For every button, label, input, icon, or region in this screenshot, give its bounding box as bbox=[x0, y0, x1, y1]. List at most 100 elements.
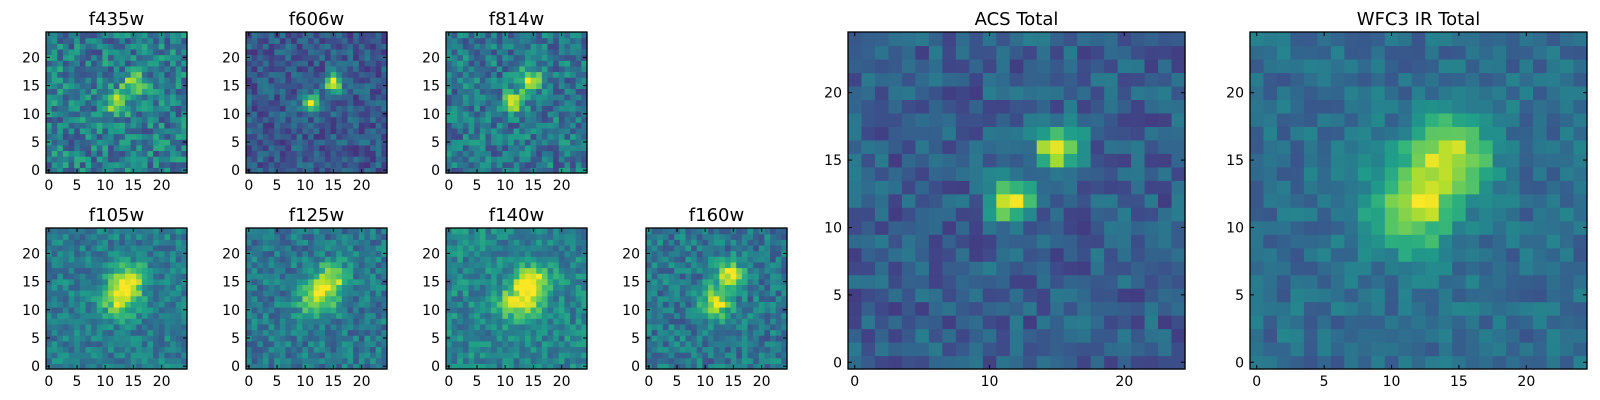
pixel bbox=[341, 82, 349, 89]
pixel bbox=[102, 352, 109, 359]
pixel bbox=[513, 116, 520, 123]
pixel bbox=[496, 244, 503, 252]
pixel bbox=[85, 122, 92, 129]
pixel bbox=[524, 346, 532, 353]
pixel bbox=[364, 144, 371, 152]
pixel bbox=[62, 99, 70, 106]
pixel bbox=[674, 318, 681, 325]
pixel bbox=[79, 295, 87, 302]
pixel bbox=[575, 54, 582, 61]
pixel bbox=[158, 290, 166, 297]
pixel bbox=[336, 82, 343, 89]
pixel bbox=[462, 261, 470, 269]
pixel bbox=[130, 352, 137, 359]
pixel bbox=[915, 166, 930, 181]
pixel bbox=[158, 48, 166, 56]
pixel bbox=[679, 312, 687, 319]
pixel bbox=[547, 82, 554, 89]
pixel bbox=[861, 247, 876, 262]
pixel bbox=[457, 329, 464, 336]
pixel bbox=[901, 153, 916, 168]
pixel bbox=[257, 267, 264, 274]
pixel bbox=[74, 352, 81, 359]
pixel bbox=[553, 306, 560, 314]
pixel bbox=[141, 312, 149, 319]
pixel bbox=[136, 261, 143, 269]
pixel bbox=[730, 301, 737, 308]
pixel bbox=[164, 71, 171, 78]
pixel bbox=[969, 247, 984, 262]
pixel bbox=[296, 88, 303, 95]
pixel bbox=[158, 54, 166, 61]
pixel bbox=[341, 228, 349, 235]
pixel bbox=[324, 295, 332, 302]
pixel bbox=[102, 110, 109, 118]
pixel bbox=[74, 156, 81, 163]
pixel bbox=[347, 239, 354, 246]
pixel bbox=[291, 99, 298, 106]
pixel bbox=[679, 295, 687, 302]
pixel bbox=[575, 301, 582, 308]
pixel bbox=[541, 239, 549, 246]
pixel bbox=[519, 278, 526, 285]
pixel bbox=[285, 261, 292, 269]
pixel bbox=[141, 256, 149, 263]
pixel bbox=[96, 116, 103, 123]
pixel bbox=[108, 144, 115, 152]
pixel bbox=[915, 234, 930, 249]
pixel bbox=[942, 315, 957, 330]
pixel bbox=[308, 60, 315, 67]
pixel bbox=[888, 261, 903, 276]
pixel bbox=[558, 329, 566, 336]
pixel bbox=[928, 342, 943, 357]
pixel bbox=[485, 284, 492, 291]
pixel bbox=[1117, 180, 1132, 195]
pixel bbox=[674, 323, 681, 331]
pixel bbox=[108, 71, 115, 78]
pixel bbox=[479, 239, 487, 246]
pixel bbox=[942, 207, 957, 222]
pixel bbox=[279, 346, 287, 353]
pixel bbox=[719, 239, 726, 246]
pixel bbox=[491, 301, 498, 308]
pixel bbox=[364, 48, 371, 56]
pixel bbox=[313, 244, 320, 252]
pixel bbox=[336, 340, 343, 348]
pixel bbox=[296, 239, 303, 246]
pixel bbox=[319, 273, 326, 280]
pixel bbox=[257, 139, 264, 146]
pixel bbox=[570, 261, 577, 269]
pixel bbox=[719, 346, 726, 353]
pixel bbox=[462, 352, 470, 359]
pixel bbox=[370, 110, 377, 118]
pixel bbox=[1063, 315, 1078, 330]
pixel bbox=[662, 329, 670, 336]
pixel bbox=[124, 346, 132, 353]
pixel bbox=[308, 312, 315, 319]
pixel bbox=[319, 233, 326, 240]
pixel bbox=[119, 99, 126, 106]
pixel bbox=[96, 340, 103, 348]
pixel bbox=[888, 288, 903, 303]
pixel bbox=[164, 295, 171, 302]
pixel bbox=[1171, 247, 1186, 262]
pixel bbox=[319, 244, 326, 252]
pixel bbox=[262, 116, 270, 123]
pixel bbox=[262, 161, 270, 168]
pixel bbox=[674, 357, 681, 364]
pixel bbox=[251, 37, 258, 44]
pixel bbox=[496, 43, 503, 50]
pixel bbox=[547, 239, 554, 246]
pixel bbox=[119, 144, 126, 152]
pixel bbox=[479, 352, 487, 359]
pixel bbox=[508, 278, 515, 285]
pixel bbox=[268, 357, 275, 364]
pixel bbox=[1090, 261, 1105, 276]
pixel bbox=[119, 256, 126, 263]
pixel bbox=[662, 244, 670, 252]
pixel bbox=[370, 156, 377, 163]
pixel bbox=[164, 233, 171, 240]
pixel bbox=[285, 156, 292, 163]
x-tick-label: 0 bbox=[444, 178, 453, 194]
pixel bbox=[285, 284, 292, 291]
